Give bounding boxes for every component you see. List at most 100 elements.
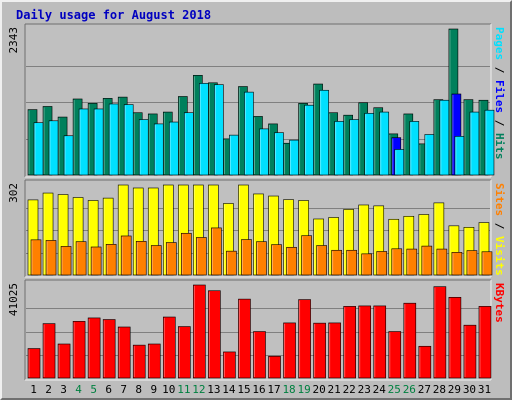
bar [75,241,87,276]
day-label: 30 [463,383,476,396]
day-label: 25 [388,383,401,396]
legend-hits: Hits [493,133,506,160]
bar [108,103,119,176]
bar [253,331,266,379]
bar [229,134,239,176]
bar [454,136,465,176]
bar [373,305,387,379]
bar [238,298,251,379]
bar [346,249,357,276]
day-label: 10 [162,383,175,396]
day-label: 16 [252,383,265,396]
top-series-pages [33,83,495,176]
bar [379,111,390,176]
bar [469,111,480,176]
bar [484,109,495,176]
bar [57,343,71,379]
bar [424,134,435,176]
bar [361,253,373,276]
day-label: 14 [222,383,236,396]
bar [105,244,117,276]
day-label: 12 [192,383,205,396]
bar [283,322,296,379]
bar [123,104,134,176]
bar [168,121,179,176]
bar [406,248,418,276]
bar [60,246,72,276]
bar [451,252,463,276]
day-label: 15 [237,383,250,396]
bar [391,248,403,276]
bar [214,84,224,176]
bar [63,135,74,176]
bar [466,250,478,276]
bar [334,121,344,176]
chart-title: Daily usage for August 2018 [16,8,211,22]
bar [301,235,312,276]
middle-panel: 302 Sites / Visits [7,179,506,278]
bar [181,232,192,276]
day-label: 26 [403,383,416,396]
bar [162,316,176,379]
legend-sites: Sites [493,183,506,216]
bar [358,305,372,379]
day-label: 27 [418,383,431,396]
bar [439,99,450,176]
day-label: 2 [45,383,52,396]
bar [409,121,420,176]
day-label: 17 [267,383,280,396]
bar [313,322,326,379]
bar [259,128,269,176]
bar [244,91,254,176]
bar [274,132,284,176]
bar [226,250,237,276]
bar [481,251,493,276]
bar [418,345,432,379]
bottom-ymax-label: 41025 [7,283,20,316]
bar [199,83,209,176]
bar [319,89,329,176]
bar [135,241,147,276]
day-label: 5 [90,383,97,396]
day-label: 11 [177,383,190,396]
bottom-panel: 41025 KBytes [7,279,506,381]
bar [90,246,102,276]
day-label: 9 [150,383,157,396]
bar [120,235,132,276]
bar [421,245,433,276]
bar [87,317,101,379]
middle-ymax-label: 302 [7,183,20,203]
day-labels: 1 2 3 4 5 6 7 8 9 10 11 12 13 14 15 16 17 18 19 20 21 22 23 24 2… [30,383,491,396]
bar [27,348,41,379]
bar [331,249,342,276]
day-label: 1 [30,383,37,396]
bottom-legend-label: KBytes [493,283,506,323]
bar [478,306,492,379]
bar [102,319,116,379]
bar [193,284,206,379]
bar [72,321,86,379]
legend-pages: Pages [493,27,506,60]
bar [394,149,405,176]
bar [286,246,297,276]
middle-legend-label: Sites / Visits [493,183,506,276]
bar [304,104,314,176]
day-label: 19 [297,383,310,396]
day-label: 29 [448,383,461,396]
day-label: 6 [105,383,112,396]
day-label: 20 [313,383,326,396]
middle-series-sites [30,227,493,276]
bar [436,248,448,276]
bar [147,343,161,379]
day-label: 18 [282,383,295,396]
bar [256,241,267,276]
bar [184,112,194,176]
bar [349,119,359,176]
bar [316,245,327,276]
day-label: 28 [433,383,446,396]
bar [196,237,207,276]
bar [132,344,146,379]
bar [45,240,57,276]
bar [268,355,281,379]
